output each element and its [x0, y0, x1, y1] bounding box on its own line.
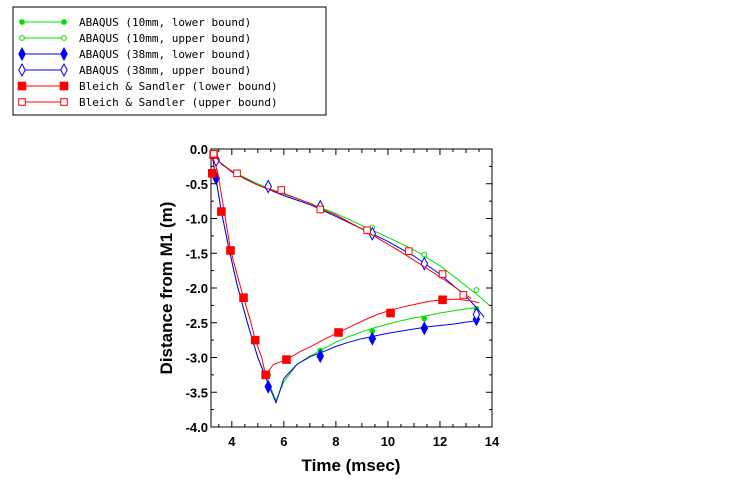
legend-marker-end	[59, 81, 69, 91]
data-point	[472, 307, 481, 322]
data-point	[404, 247, 413, 255]
data-point	[420, 256, 429, 271]
data-point	[250, 335, 260, 345]
legend-marker-start	[18, 46, 26, 62]
series-6	[209, 150, 472, 299]
y-tick-label: -1.0	[186, 212, 208, 227]
y-tick-label: -4.0	[186, 420, 208, 435]
data-point	[239, 293, 248, 303]
legend-marker-start	[17, 81, 27, 91]
series-line	[211, 155, 477, 402]
data-point	[261, 370, 270, 380]
data-point	[363, 226, 371, 235]
y-tick-label: -1.5	[186, 246, 208, 261]
legend-marker-end	[61, 35, 67, 41]
series-line	[211, 155, 477, 405]
legend-label: Bleich & Sandler (upper bound)	[79, 96, 278, 109]
legend-label: ABAQUS (10mm, upper bound)	[79, 32, 251, 45]
data-point	[421, 315, 428, 322]
legend-label: ABAQUS (38mm, upper bound)	[79, 64, 251, 77]
data-point	[233, 169, 241, 178]
data-point	[264, 379, 273, 394]
legend-item-3: ABAQUS (38mm, lower bound)	[18, 46, 251, 62]
legend-marker-start	[18, 98, 26, 106]
data-point	[316, 349, 325, 364]
legend-item-6: Bleich & Sandler (upper bound)	[18, 96, 278, 109]
x-tick-label: 8	[332, 434, 339, 449]
legend-marker-end	[61, 19, 67, 25]
series-layer	[208, 150, 490, 405]
legend-marker-end	[60, 46, 68, 62]
series-4	[212, 153, 485, 322]
legend-marker-start	[19, 35, 25, 41]
data-point	[438, 295, 447, 305]
x-tick-label: 12	[433, 434, 447, 449]
legend-item-5: Bleich & Sandler (lower bound)	[17, 80, 278, 93]
series-line	[211, 155, 480, 377]
legend-label: ABAQUS (38mm, lower bound)	[79, 48, 251, 61]
legend-item-2: ABAQUS (10mm, upper bound)	[19, 32, 251, 45]
data-point	[277, 186, 286, 194]
legend: ABAQUS (10mm, lower bound) ABAQUS (10mm, …	[12, 6, 327, 116]
data-point	[421, 251, 428, 258]
y-tick-label: -3.0	[186, 351, 208, 366]
legend-item-1: ABAQUS (10mm, lower bound)	[19, 16, 251, 29]
legend-marker-start	[18, 62, 26, 78]
legend-label: ABAQUS (10mm, lower bound)	[79, 16, 251, 29]
y-tick-label: -2.5	[186, 316, 208, 331]
data-point	[334, 328, 343, 337]
series-1	[211, 155, 480, 402]
legend-item-4: ABAQUS (38mm, upper bound)	[18, 62, 251, 78]
legend-box	[12, 6, 327, 116]
data-point	[438, 270, 447, 278]
y-axis-title: Distance from M1 (m)	[157, 202, 176, 375]
data-point	[282, 355, 291, 364]
legend-marker-end	[60, 98, 68, 106]
y-tick-label: -2.0	[186, 281, 208, 296]
series-5	[208, 150, 480, 380]
x-tick-label: 14	[485, 434, 500, 449]
legend-label: Bleich & Sandler (lower bound)	[79, 80, 278, 93]
x-tick-label: 6	[280, 434, 287, 449]
series-line	[213, 153, 472, 299]
data-point	[217, 207, 226, 216]
x-tick-label: 10	[381, 434, 395, 449]
y-tick-label: 0.0	[190, 142, 208, 157]
data-point	[316, 205, 325, 214]
y-tick-label: -3.5	[186, 385, 208, 400]
data-point	[459, 291, 468, 299]
y-tick-label: -0.5	[186, 177, 208, 192]
data-point	[386, 308, 395, 318]
data-point	[420, 321, 429, 336]
legend-marker-start	[19, 19, 25, 25]
x-tick-label: 4	[228, 434, 236, 449]
ticks-layer: 4 6 8 10 12 14 0.0 -0.5 -1.0 -1.5 -2.0 -2.5 -3.0 -3.5…	[186, 142, 500, 449]
data-point	[226, 246, 235, 255]
plot-frame	[210, 148, 493, 428]
data-point	[473, 287, 480, 293]
plot-axes	[210, 148, 493, 428]
series-line	[213, 155, 485, 318]
data-point	[208, 169, 217, 178]
data-point	[368, 331, 377, 346]
data-point	[209, 150, 218, 158]
legend-marker-end	[60, 62, 68, 78]
series-3	[211, 155, 481, 405]
x-axis-title: Time (msec)	[302, 456, 401, 475]
